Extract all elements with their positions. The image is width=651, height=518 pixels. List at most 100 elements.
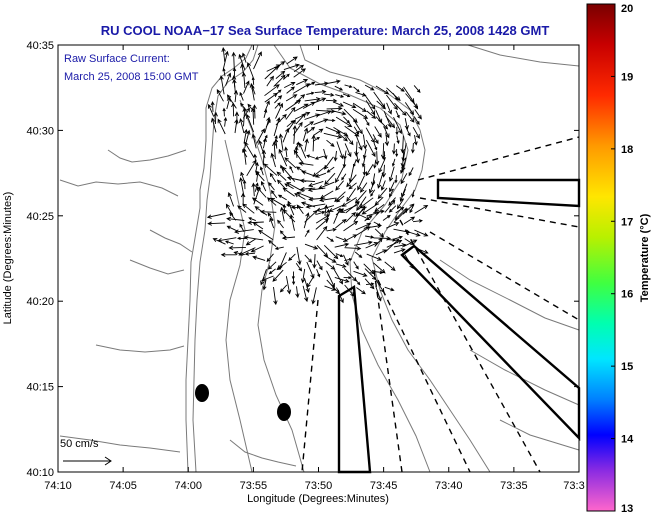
current-vector xyxy=(393,243,407,248)
current-vector xyxy=(400,135,405,154)
radar-site-1 xyxy=(195,384,209,402)
current-vector xyxy=(346,174,357,188)
current-vector xyxy=(251,76,255,85)
current-vector xyxy=(391,143,396,155)
current-vector xyxy=(252,104,257,119)
current-vector xyxy=(251,197,264,206)
current-vector xyxy=(210,117,217,133)
current-vector xyxy=(414,109,422,120)
sector-line-3 xyxy=(429,231,580,321)
current-vector xyxy=(304,138,309,152)
current-vector xyxy=(304,229,310,237)
current-vector xyxy=(408,167,414,177)
current-vector xyxy=(253,186,261,205)
current-vector xyxy=(226,216,245,222)
current-vector xyxy=(313,128,324,136)
current-vector xyxy=(324,79,341,85)
current-vector xyxy=(213,111,218,125)
current-vector xyxy=(245,238,257,246)
current-vector xyxy=(295,286,300,299)
current-vector xyxy=(375,249,388,256)
current-vector xyxy=(401,157,407,172)
current-vector xyxy=(323,204,329,216)
current-vector xyxy=(304,97,321,102)
current-vector xyxy=(278,148,288,167)
current-vector xyxy=(285,99,302,112)
colorbar-tick-label: 17 xyxy=(621,216,633,228)
x-axis-label: Longitude (Degrees:Minutes) xyxy=(247,493,389,505)
current-vector xyxy=(353,261,359,270)
current-vector xyxy=(374,196,384,206)
current-vector xyxy=(352,108,369,119)
current-vector xyxy=(258,229,274,241)
current-vector xyxy=(277,219,284,229)
current-vector xyxy=(207,103,215,117)
current-vector xyxy=(267,261,277,270)
colorbar-tick-label: 19 xyxy=(621,71,633,83)
current-vector xyxy=(373,159,377,169)
current-vector xyxy=(239,91,244,101)
current-vector xyxy=(292,83,311,94)
current-vector xyxy=(294,94,306,104)
current-vector xyxy=(364,278,375,290)
current-vector xyxy=(404,102,415,116)
current-vector xyxy=(264,65,279,80)
current-vector xyxy=(315,217,330,230)
current-vector xyxy=(336,141,344,160)
current-vector xyxy=(234,118,239,134)
current-vector xyxy=(343,276,352,280)
coastline-inner xyxy=(192,44,259,473)
current-vector xyxy=(325,208,331,224)
current-vector xyxy=(357,175,365,191)
current-vector xyxy=(228,245,246,251)
current-vector xyxy=(268,182,275,191)
scale-label: 50 cm/s xyxy=(60,438,99,450)
current-vector xyxy=(362,134,368,150)
current-vector xyxy=(307,187,326,193)
current-vector xyxy=(217,118,226,135)
bay-4 xyxy=(129,259,185,275)
current-vector xyxy=(260,269,267,286)
x-tick-label: 73:3 xyxy=(563,480,584,492)
current-vector xyxy=(305,203,326,209)
contour-8 xyxy=(499,419,580,451)
current-vector xyxy=(304,113,321,120)
current-vector xyxy=(277,194,287,201)
current-vector xyxy=(274,102,281,109)
current-vector xyxy=(259,166,264,176)
current-vector xyxy=(303,277,310,293)
current-vector xyxy=(264,100,270,111)
current-vector xyxy=(262,137,267,149)
current-vector xyxy=(377,171,384,189)
current-vector xyxy=(348,182,357,190)
current-vector xyxy=(391,158,396,167)
current-vector xyxy=(233,89,239,103)
current-vector xyxy=(206,213,226,219)
current-vector xyxy=(334,85,344,91)
current-vector xyxy=(242,147,247,165)
current-vector xyxy=(240,171,245,183)
current-vector xyxy=(296,191,314,200)
current-vector xyxy=(261,275,274,282)
current-vector xyxy=(385,115,396,129)
current-vector xyxy=(334,110,347,116)
current-vector xyxy=(335,166,345,184)
current-vector xyxy=(342,101,357,109)
current-vector xyxy=(400,165,404,174)
current-vector xyxy=(405,111,415,123)
current-vector xyxy=(285,94,298,102)
current-vector xyxy=(311,134,316,152)
current-vector xyxy=(341,173,347,181)
current-vector xyxy=(364,215,373,222)
current-vector xyxy=(384,238,400,253)
contour-4 xyxy=(224,139,253,473)
contour-7 xyxy=(469,349,580,406)
current-vector xyxy=(289,165,294,174)
current-vector xyxy=(341,197,357,207)
current-vector xyxy=(355,222,372,231)
current-vector xyxy=(210,100,215,112)
current-vector xyxy=(413,116,420,126)
current-vector xyxy=(384,261,396,271)
current-vector xyxy=(302,285,309,303)
